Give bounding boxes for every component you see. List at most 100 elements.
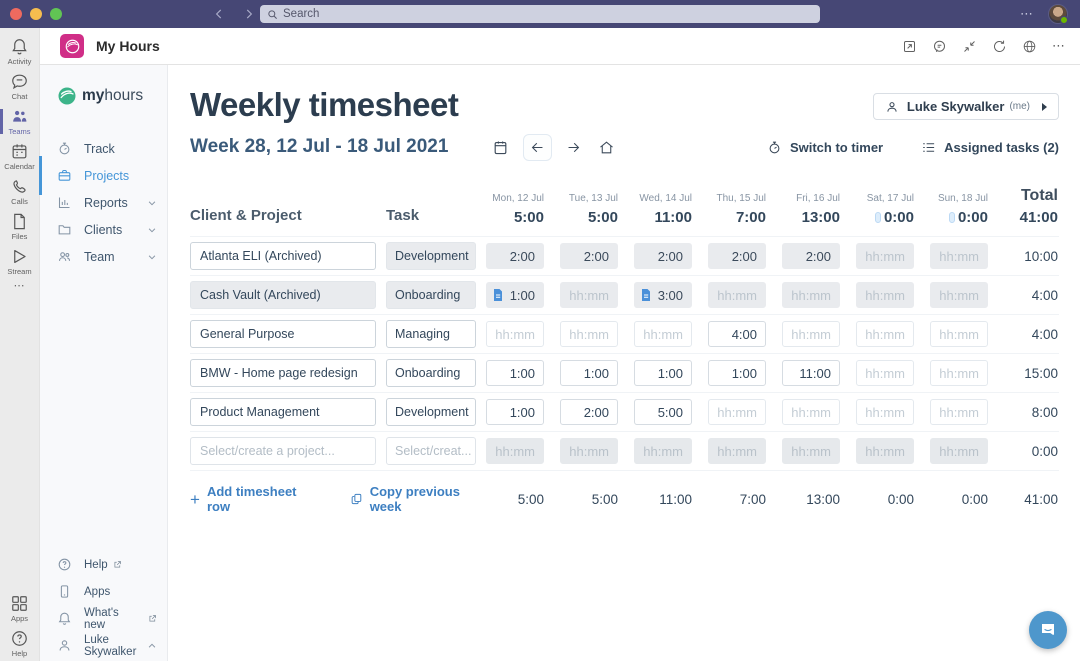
open-in-window-icon[interactable] (902, 39, 917, 54)
copy-previous-week-button[interactable]: Copy previous week (350, 484, 486, 514)
rail-item-stream[interactable]: Stream (0, 244, 40, 279)
main-content: Weekly timesheet Luke Skywalker (me) Wee… (168, 65, 1080, 661)
time-cell[interactable]: hh:mm (560, 282, 618, 309)
maximize-window-button[interactable] (50, 8, 62, 20)
task-input[interactable]: Managing (386, 320, 476, 349)
forward-icon[interactable] (242, 7, 256, 21)
next-week-button[interactable] (565, 139, 582, 156)
sidebar-item-whats-new[interactable]: What's new (40, 605, 167, 632)
time-cell[interactable]: hh:mm (708, 399, 766, 426)
task-input[interactable]: Development (386, 242, 476, 271)
project-input[interactable]: Atlanta ELI (Archived) (190, 242, 376, 271)
time-cell[interactable]: 11:00 (782, 360, 840, 387)
rail-item-calls[interactable]: Calls (0, 174, 40, 209)
rail-item-help[interactable]: Help (0, 626, 40, 661)
myhours-logo-icon (58, 87, 76, 105)
time-cell[interactable]: 1:00 (708, 360, 766, 387)
project-input[interactable]: Product Management (190, 398, 376, 427)
project-input[interactable]: General Purpose (190, 320, 376, 349)
titlebar-more-icon[interactable]: ⋯ (1020, 6, 1034, 21)
time-cell[interactable]: hh:mm (486, 321, 544, 348)
app-more-icon[interactable]: ⋯ (1052, 38, 1066, 53)
sidebar-item-track[interactable]: Track (40, 135, 167, 162)
time-cell[interactable]: 2:00 (560, 243, 618, 270)
add-timesheet-row-button[interactable]: + Add timesheet row (190, 484, 297, 515)
time-cell[interactable]: hh:mm (856, 321, 914, 348)
project-input[interactable]: Select/create a project... (190, 437, 376, 466)
folder-icon (57, 222, 72, 237)
sidebar-item-clients[interactable]: Clients (40, 216, 167, 243)
time-cell[interactable]: hh:mm (634, 321, 692, 348)
time-cell[interactable]: 1:00 (634, 360, 692, 387)
time-cell[interactable]: 2:00 (634, 243, 692, 270)
myhours-logo[interactable]: myhours (58, 87, 167, 105)
task-input[interactable]: Development (386, 398, 476, 427)
time-cell[interactable]: 2:00 (708, 243, 766, 270)
time-cell[interactable]: 3:00 (634, 282, 692, 309)
rail-item-activity[interactable]: Activity (0, 34, 40, 69)
rail-item-chat[interactable]: Chat (0, 69, 40, 104)
task-input[interactable]: Select/creat... (386, 437, 476, 466)
time-cell[interactable]: 2:00 (560, 399, 618, 426)
task-input[interactable]: Onboarding (386, 359, 476, 388)
sidebar-item-help[interactable]: Help (40, 551, 167, 578)
time-cell[interactable]: hh:mm (930, 243, 988, 270)
sidebar-item-user[interactable]: Luke Skywalker (40, 632, 167, 659)
time-cell[interactable]: hh:mm (856, 360, 914, 387)
time-cell[interactable]: hh:mm (856, 282, 914, 309)
task-input[interactable]: Onboarding (386, 281, 476, 310)
collapse-icon[interactable] (962, 39, 977, 54)
user-selector[interactable]: Luke Skywalker (me) (872, 93, 1059, 120)
time-cell[interactable]: hh:mm (782, 321, 840, 348)
refresh-icon[interactable] (992, 39, 1007, 54)
sidebar-item-team[interactable]: Team (40, 243, 167, 270)
time-cell[interactable]: hh:mm (708, 282, 766, 309)
time-cell[interactable]: hh:mm (930, 360, 988, 387)
time-cell[interactable]: 1:00 (486, 282, 544, 309)
avatar[interactable] (1048, 4, 1068, 24)
time-cell[interactable]: hh:mm (782, 282, 840, 309)
minimize-window-button[interactable] (30, 8, 42, 20)
rail-item-teams[interactable]: Teams (0, 104, 40, 139)
rail-item-calendar[interactable]: Calendar (0, 139, 40, 174)
sidebar-item-reports[interactable]: Reports (40, 189, 167, 216)
back-icon[interactable] (212, 7, 226, 21)
time-cell[interactable]: hh:mm (560, 321, 618, 348)
assigned-tasks-button[interactable]: Assigned tasks (2) (921, 140, 1059, 155)
time-cell[interactable]: hh:mm (930, 321, 988, 348)
chat-widget-button[interactable] (1029, 611, 1067, 649)
app-chat-icon[interactable] (932, 39, 947, 54)
sidebar-item-apps[interactable]: Apps (40, 578, 167, 605)
current-week-home-button[interactable] (598, 139, 615, 156)
globe-icon[interactable] (1022, 39, 1037, 54)
chat-icon (10, 72, 29, 91)
switch-to-timer-button[interactable]: Switch to timer (767, 140, 883, 155)
time-cell[interactable]: hh:mm (856, 399, 914, 426)
project-input[interactable]: BMW - Home page redesign (190, 359, 376, 388)
time-cell[interactable]: 2:00 (782, 243, 840, 270)
time-cell[interactable]: hh:mm (782, 399, 840, 426)
close-window-button[interactable] (10, 8, 22, 20)
rail-more-icon[interactable]: ⋯ (13, 280, 26, 292)
rail-item-files[interactable]: Files (0, 209, 40, 244)
time-cell[interactable]: hh:mm (930, 282, 988, 309)
project-input[interactable]: Cash Vault (Archived) (190, 281, 376, 310)
time-cell[interactable]: hh:mm (856, 243, 914, 270)
previous-week-button[interactable] (523, 133, 553, 161)
rail-item-apps[interactable]: Apps (0, 591, 40, 626)
time-cell[interactable]: 2:00 (486, 243, 544, 270)
time-cell[interactable]: 1:00 (486, 399, 544, 426)
sidebar-item-projects[interactable]: Projects (39, 156, 167, 195)
traffic-lights[interactable] (10, 8, 62, 20)
search-input[interactable]: Search (260, 5, 820, 23)
stream-icon (10, 247, 29, 266)
calendar-picker-icon[interactable] (492, 139, 509, 156)
time-cell: hh:mm (634, 438, 692, 465)
day-header-thu: Thu, 15 Jul 7:00 (716, 193, 766, 227)
time-cell[interactable]: hh:mm (930, 399, 988, 426)
time-cell[interactable]: 4:00 (708, 321, 766, 348)
time-cell[interactable]: 1:00 (486, 360, 544, 387)
external-link-icon (113, 560, 122, 569)
time-cell[interactable]: 5:00 (634, 399, 692, 426)
time-cell[interactable]: 1:00 (560, 360, 618, 387)
